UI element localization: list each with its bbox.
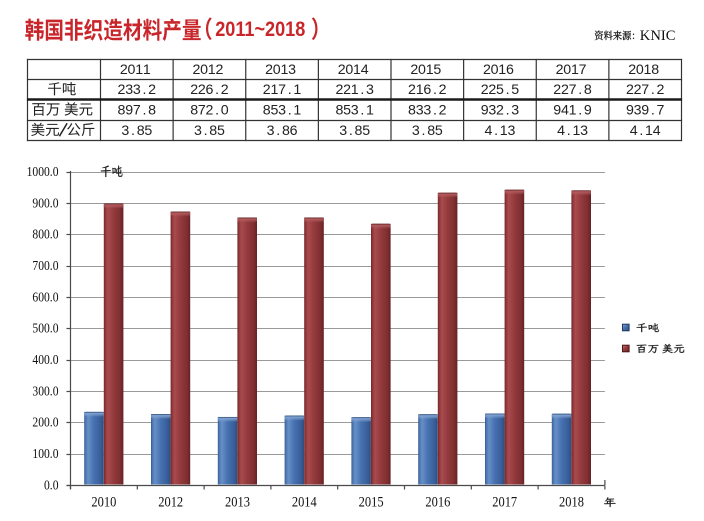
svg-text:853.1: 853.1 bbox=[335, 103, 374, 119]
svg-text:2014: 2014 bbox=[292, 494, 317, 510]
svg-text:400.0: 400.0 bbox=[32, 352, 58, 367]
svg-text:227.2: 227.2 bbox=[626, 82, 665, 98]
svg-text:4.14: 4.14 bbox=[630, 123, 661, 139]
svg-text:600.0: 600.0 bbox=[32, 290, 58, 305]
svg-text:941.9: 941.9 bbox=[553, 103, 592, 119]
svg-text:853.1: 853.1 bbox=[263, 103, 302, 119]
svg-text:233.2: 233.2 bbox=[118, 82, 157, 98]
svg-text:2017: 2017 bbox=[492, 494, 517, 510]
svg-text:216.2: 216.2 bbox=[408, 82, 447, 98]
svg-text:227.8: 227.8 bbox=[553, 82, 592, 98]
svg-text:2012: 2012 bbox=[193, 62, 224, 78]
svg-text:800.0: 800.0 bbox=[32, 227, 58, 242]
svg-text:2014: 2014 bbox=[338, 62, 369, 78]
svg-text:2010: 2010 bbox=[91, 494, 116, 510]
svg-text:226.2: 226.2 bbox=[190, 82, 229, 98]
svg-text:221.3: 221.3 bbox=[335, 82, 374, 98]
svg-text:2011~2018: 2011~2018 bbox=[215, 18, 305, 42]
svg-text:939.7: 939.7 bbox=[626, 103, 665, 119]
svg-text:2013: 2013 bbox=[265, 62, 296, 78]
svg-text:3.85: 3.85 bbox=[194, 123, 225, 139]
svg-text:300.0: 300.0 bbox=[32, 384, 58, 399]
svg-text:897.8: 897.8 bbox=[118, 103, 157, 119]
svg-text:1000.0: 1000.0 bbox=[27, 164, 59, 179]
svg-text:2013: 2013 bbox=[225, 494, 250, 510]
svg-text:2015: 2015 bbox=[410, 62, 441, 78]
svg-text:4.13: 4.13 bbox=[485, 123, 516, 139]
svg-text:2016: 2016 bbox=[483, 62, 514, 78]
svg-text:700.0: 700.0 bbox=[32, 258, 58, 273]
svg-text:2018: 2018 bbox=[628, 62, 659, 78]
svg-text:2015: 2015 bbox=[359, 494, 384, 510]
svg-text:0.0: 0.0 bbox=[44, 478, 59, 493]
svg-text:3.85: 3.85 bbox=[412, 123, 443, 139]
svg-text:2018: 2018 bbox=[559, 494, 584, 510]
svg-text:932.3: 932.3 bbox=[481, 103, 520, 119]
svg-text:4.13: 4.13 bbox=[557, 123, 588, 139]
svg-text:872.0: 872.0 bbox=[190, 103, 229, 119]
svg-text:2011: 2011 bbox=[120, 62, 151, 78]
svg-text:2012: 2012 bbox=[158, 494, 183, 510]
svg-text:KNIC: KNIC bbox=[640, 28, 676, 44]
svg-text:2016: 2016 bbox=[425, 494, 450, 510]
svg-text:500.0: 500.0 bbox=[32, 321, 58, 336]
svg-text:2017: 2017 bbox=[556, 62, 587, 78]
svg-text:225.5: 225.5 bbox=[481, 82, 520, 98]
svg-text:3.85: 3.85 bbox=[121, 123, 152, 139]
svg-text:3.85: 3.85 bbox=[339, 123, 370, 139]
svg-text:833.2: 833.2 bbox=[408, 103, 447, 119]
svg-text:900.0: 900.0 bbox=[32, 195, 58, 210]
svg-text:100.0: 100.0 bbox=[32, 446, 58, 461]
svg-text:200.0: 200.0 bbox=[32, 415, 58, 430]
svg-text:3.86: 3.86 bbox=[267, 123, 298, 139]
svg-text:217.1: 217.1 bbox=[263, 82, 302, 98]
